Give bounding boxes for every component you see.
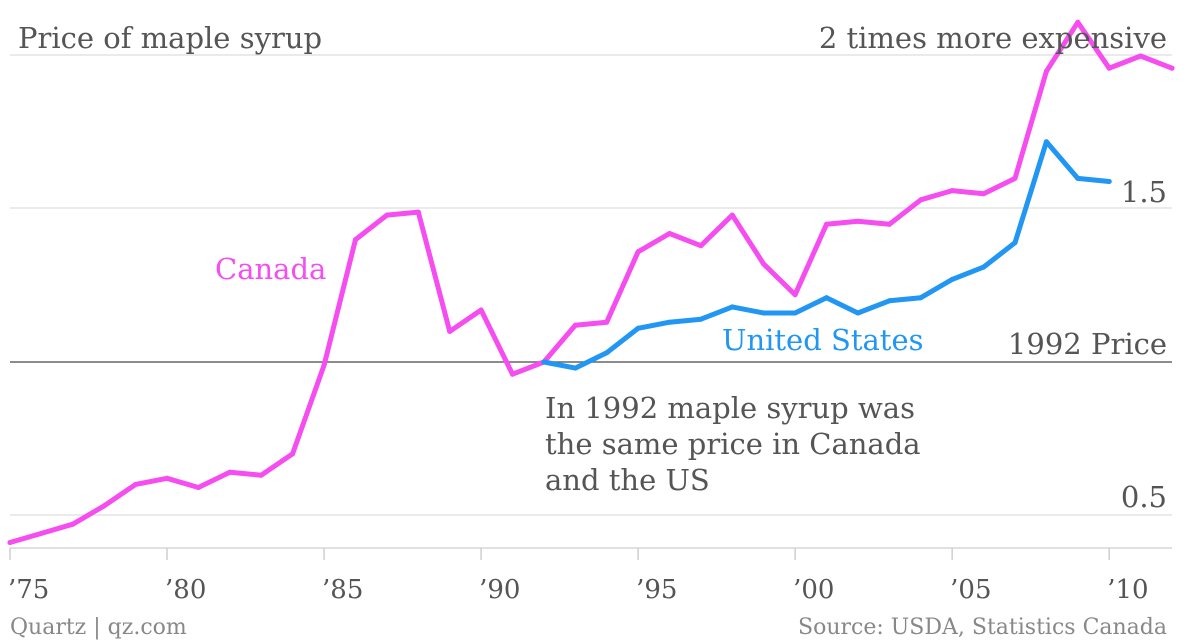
data-point-canada <box>1138 53 1144 59</box>
annotation: In 1992 maple syrup was the same price i… <box>545 391 921 497</box>
data-point-canada <box>572 322 578 328</box>
data-point-united-states <box>1012 240 1018 246</box>
data-point-canada <box>918 197 924 203</box>
data-point-canada <box>761 261 767 267</box>
data-point-united-states <box>604 350 610 356</box>
x-tick-label: ’95 <box>636 575 677 605</box>
data-point-canada <box>949 188 955 194</box>
data-point-united-states <box>761 310 767 316</box>
data-point-united-states <box>824 295 829 301</box>
series-label-united-states: United States <box>722 323 924 357</box>
data-point-canada <box>478 307 484 313</box>
series-united-states <box>541 139 1112 371</box>
footer-credit: Quartz | qz.com <box>10 615 187 640</box>
data-point-united-states <box>572 365 578 371</box>
data-point-united-states <box>855 310 861 316</box>
data-point-united-states <box>1043 139 1049 145</box>
chart-title: Price of maple syrup <box>18 21 322 55</box>
annotation-line-3: and the US <box>545 463 710 497</box>
footer-source: Source: USDA, Statistics Canada <box>798 615 1167 640</box>
data-point-canada <box>164 475 170 481</box>
y-tick-label-1-5: 1.5 <box>1121 175 1167 209</box>
data-point-canada <box>227 469 233 475</box>
data-point-united-states <box>635 325 641 331</box>
y-top-label: 2 times more expensive <box>819 21 1167 55</box>
data-point-canada <box>1075 19 1081 25</box>
series-label-canada: Canada <box>215 252 326 286</box>
data-point-canada <box>38 530 44 536</box>
series-layer <box>7 19 1175 545</box>
data-point-canada <box>415 209 421 215</box>
data-point-canada <box>384 212 390 218</box>
data-point-united-states <box>667 319 672 325</box>
x-tick-label: ’85 <box>322 575 363 605</box>
data-point-canada <box>981 191 987 197</box>
annotation-line-2: the same price in Canada <box>545 427 921 461</box>
series-line-canada <box>7 19 1175 545</box>
data-point-canada <box>824 221 829 227</box>
x-tick-label: ’00 <box>793 575 834 605</box>
y-tick-label-0-5: 0.5 <box>1121 480 1167 514</box>
data-point-canada <box>729 212 735 218</box>
x-axis-ticks: ’75 ’80 ’85 ’90 ’95 ’00 ’05 ’10 <box>8 548 1149 605</box>
data-point-canada <box>447 328 453 334</box>
data-point-canada <box>635 249 641 255</box>
data-point-canada <box>258 472 264 478</box>
data-point-canada <box>667 231 672 236</box>
data-point-united-states <box>981 264 987 270</box>
data-point-canada <box>886 221 892 227</box>
data-point-canada <box>353 237 358 243</box>
x-tick-label: ’75 <box>8 575 49 605</box>
data-point-united-states <box>918 295 924 301</box>
data-point-canada <box>604 319 610 325</box>
data-point-canada <box>855 218 861 224</box>
data-point-canada <box>792 292 798 298</box>
annotation-line-1: In 1992 maple syrup was <box>545 391 915 425</box>
x-tick-label: ’10 <box>1107 575 1148 605</box>
data-point-united-states <box>1106 179 1112 184</box>
data-point-canada <box>195 485 201 490</box>
data-point-united-states <box>698 316 704 322</box>
data-point-canada <box>1106 65 1112 71</box>
y-tick-label-1992-price: 1992 Price <box>1008 327 1167 361</box>
data-point-canada <box>101 503 107 509</box>
data-point-united-states <box>541 359 547 365</box>
data-point-canada <box>133 481 139 487</box>
data-point-canada <box>1012 175 1018 181</box>
data-point-canada <box>510 371 515 377</box>
data-point-canada <box>7 540 13 545</box>
data-point-united-states <box>792 310 798 316</box>
data-point-canada <box>698 243 704 249</box>
x-tick-label: ’90 <box>479 575 520 605</box>
data-point-canada <box>290 451 296 457</box>
series-canada <box>7 19 1175 545</box>
data-point-canada <box>70 521 76 527</box>
data-point-united-states <box>729 304 735 310</box>
data-point-united-states <box>1075 175 1081 181</box>
data-point-canada <box>1169 65 1175 71</box>
data-point-canada <box>1043 68 1049 74</box>
data-point-canada <box>321 362 327 368</box>
data-point-united-states <box>949 276 955 282</box>
x-tick-label: ’80 <box>165 575 206 605</box>
x-tick-label: ’05 <box>950 575 991 605</box>
data-point-united-states <box>886 298 892 304</box>
